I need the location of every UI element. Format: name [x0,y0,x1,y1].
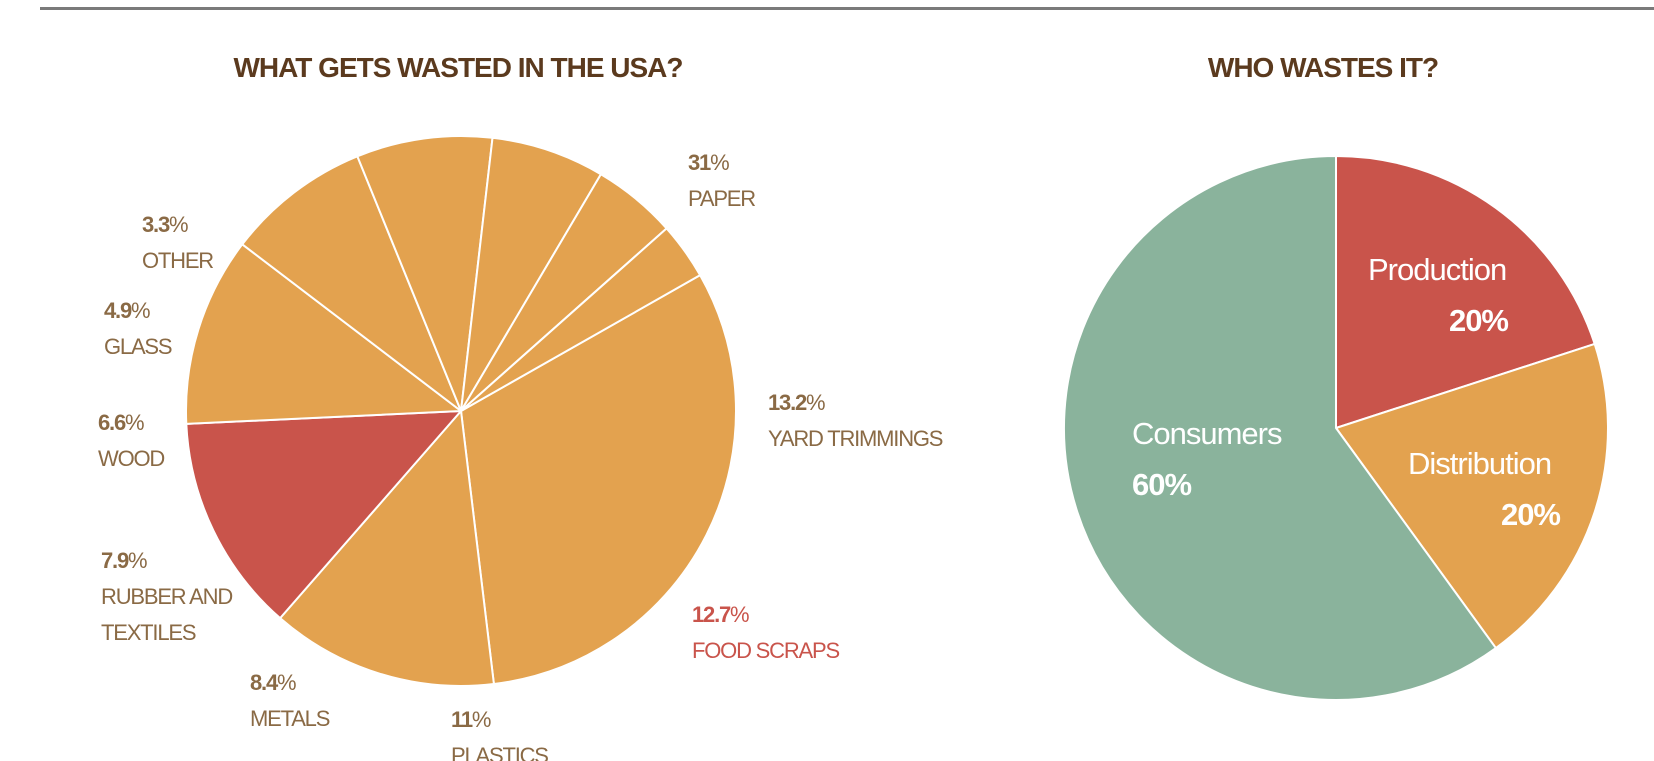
materials-label-name-rubber-and-textiles: RUBBER AND [101,584,232,609]
materials-label-name-paper: PAPER [688,186,755,211]
materials-slice-wood [460,136,602,412]
top-divider [40,7,1654,10]
materials-slice-plastics [184,243,462,425]
materials-slice-food-scraps [185,410,462,620]
materials-label-name-other: OTHER [142,248,213,273]
pie-chart-who-wastes-labels: Production 20% Distribution 20% Consumers 60% [1132,252,1561,532]
materials-label-value-wood: 6.6% [98,410,144,435]
materials-label-value-food-scraps: 12.7% [692,602,749,627]
who-wastes-label-value-distribution: 20% [1501,497,1560,532]
who-wastes-slice-distribution [1335,342,1609,650]
materials-slice-yard-trimmings [279,410,495,687]
chart-title-who-wastes-it: WHO WASTES IT? [1208,52,1438,83]
who-wastes-label-value-production: 20% [1449,303,1508,338]
materials-slice-rubber-and-textiles [356,135,494,412]
pie-chart-waste-materials [184,135,737,687]
who-wastes-label-name-distribution: Distribution [1408,446,1551,481]
chart-title-what-gets-wasted: WHAT GETS WASTED IN THE USA? [233,52,682,83]
materials-label-value-paper: 31% [688,150,729,175]
materials-label-name-plastics: PLASTICS [451,743,548,761]
materials-label-value-metals: 8.4% [250,670,296,695]
materials-label-value-yard-trimmings: 13.2% [768,390,825,415]
materials-label-value-rubber-and-textiles: 7.9% [101,548,147,573]
who-wastes-label-name-production: Production [1368,252,1506,287]
who-wastes-slice-production [1335,155,1596,429]
materials-label-name-yard-trimmings: YARD TRIMMINGS [768,426,943,451]
who-wastes-label-name-consumers: Consumers [1132,416,1282,451]
materials-label-name-rubber-and-textiles-line-2: TEXTILES [101,620,196,645]
who-wastes-slice-consumers [1063,155,1497,701]
materials-label-value-plastics: 11% [451,707,491,732]
materials-label-value-glass: 4.9% [104,298,150,323]
materials-slice-other [460,227,702,412]
materials-slice-paper [460,274,737,686]
pie-chart-who-wastes [1063,155,1609,701]
materials-slice-metals [241,155,462,412]
materials-label-value-other: 3.3% [142,212,188,237]
materials-label-name-wood: WOOD [98,446,164,471]
materials-label-name-metals: METALS [250,706,330,731]
pie-chart-waste-materials-labels: 31% PAPER 13.2% YARD TRIMMINGS 12.7% FOOD SCR… [98,150,944,761]
materials-label-name-food-scraps: FOOD SCRAPS [692,638,839,663]
materials-label-name-glass: GLASS [104,334,172,359]
who-wastes-label-value-consumers: 60% [1132,467,1191,502]
